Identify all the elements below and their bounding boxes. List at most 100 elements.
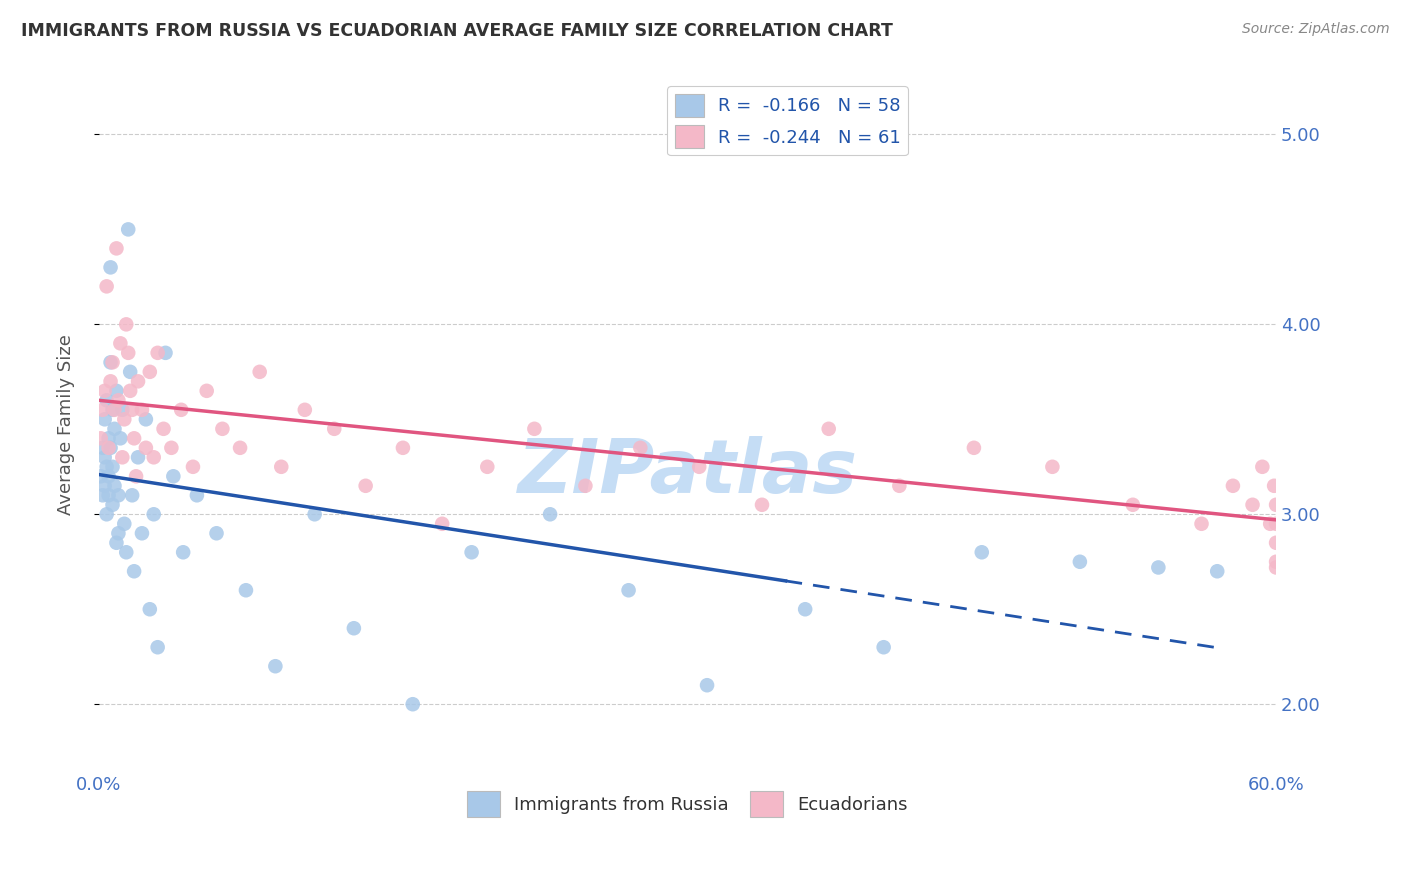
Point [111, 450, 134, 465]
Point [131, 526, 153, 541]
Point [1042, 459, 1064, 474]
Point [1265, 555, 1288, 569]
Point [235, 583, 257, 598]
Point [135, 412, 157, 426]
Point [142, 508, 165, 522]
Point [105, 384, 128, 398]
Text: ZIPatlas: ZIPatlas [517, 436, 858, 509]
Point [107, 526, 129, 541]
Point [160, 441, 183, 455]
Point [105, 241, 128, 255]
Point [96, 279, 118, 293]
Point [304, 508, 326, 522]
Point [117, 346, 139, 360]
Point [139, 365, 162, 379]
Point [817, 422, 839, 436]
Text: IMMIGRANTS FROM RUSSIA VS ECUADORIAN AVERAGE FAMILY SIZE CORRELATION CHART: IMMIGRANTS FROM RUSSIA VS ECUADORIAN AVE… [21, 22, 893, 40]
Point [696, 678, 718, 692]
Point [131, 402, 153, 417]
Point [91, 402, 114, 417]
Point [1241, 498, 1264, 512]
Y-axis label: Average Family Size: Average Family Size [58, 334, 75, 515]
Point [93, 384, 115, 398]
Point [93, 479, 115, 493]
Point [90, 469, 112, 483]
Point [100, 441, 122, 455]
Point [135, 441, 157, 455]
Point [110, 336, 132, 351]
Point [688, 459, 710, 474]
Point [872, 640, 894, 655]
Point [162, 469, 184, 483]
Point [125, 469, 148, 483]
Point [751, 498, 773, 512]
Point [1263, 479, 1285, 493]
Point [103, 422, 125, 436]
Point [1265, 516, 1288, 531]
Point [142, 450, 165, 465]
Point [101, 355, 124, 369]
Point [205, 526, 228, 541]
Point [96, 393, 118, 408]
Point [110, 431, 132, 445]
Point [195, 384, 218, 398]
Point [1122, 498, 1144, 512]
Point [574, 479, 596, 493]
Point [538, 508, 561, 522]
Point [103, 479, 125, 493]
Point [155, 346, 177, 360]
Point [323, 422, 346, 436]
Point [354, 479, 377, 493]
Point [1069, 555, 1091, 569]
Point [229, 441, 252, 455]
Point [970, 545, 993, 559]
Point [96, 459, 118, 474]
Point [181, 459, 204, 474]
Point [460, 545, 482, 559]
Point [121, 402, 143, 417]
Point [889, 479, 911, 493]
Point [264, 659, 287, 673]
Point [1147, 560, 1170, 574]
Point [122, 564, 145, 578]
Point [249, 365, 271, 379]
Point [120, 384, 142, 398]
Point [96, 508, 118, 522]
Point [343, 621, 366, 635]
Point [1258, 516, 1281, 531]
Point [170, 402, 193, 417]
Point [100, 355, 122, 369]
Point [963, 441, 986, 455]
Point [1265, 560, 1288, 574]
Point [172, 545, 194, 559]
Point [105, 535, 128, 549]
Point [93, 450, 115, 465]
Point [97, 431, 120, 445]
Point [122, 431, 145, 445]
Point [107, 488, 129, 502]
Point [139, 602, 162, 616]
Legend: Immigrants from Russia, Ecuadorians: Immigrants from Russia, Ecuadorians [460, 784, 915, 824]
Point [402, 697, 425, 711]
Point [115, 545, 138, 559]
Point [100, 260, 122, 275]
Point [127, 450, 149, 465]
Point [1206, 564, 1229, 578]
Point [392, 441, 415, 455]
Point [101, 498, 124, 512]
Point [1191, 516, 1213, 531]
Point [101, 459, 124, 474]
Point [794, 602, 817, 616]
Point [523, 422, 546, 436]
Point [100, 375, 122, 389]
Point [1265, 535, 1288, 549]
Point [117, 222, 139, 236]
Point [90, 431, 112, 445]
Point [121, 488, 143, 502]
Point [477, 459, 499, 474]
Point [1251, 459, 1274, 474]
Text: Source: ZipAtlas.com: Source: ZipAtlas.com [1241, 22, 1389, 37]
Point [152, 422, 174, 436]
Point [127, 375, 149, 389]
Point [103, 402, 125, 417]
